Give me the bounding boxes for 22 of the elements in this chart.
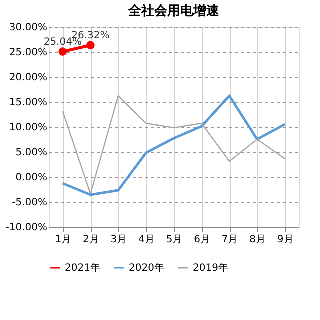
y-tick-label: 30.00%	[9, 22, 48, 34]
x-tick-label: 1月	[55, 234, 72, 246]
y-tick-label: 5.00%	[16, 148, 48, 158]
x-tick-label: 8月	[250, 234, 266, 246]
x-tick-label: 5月	[166, 234, 183, 246]
chart-title: 全社会用电增速	[128, 3, 220, 19]
y-tick-label: 0.00%	[16, 172, 48, 184]
legend-label: 2020年	[129, 262, 164, 274]
y-tick-label: 15.00%	[9, 98, 48, 108]
legend-label: 2019年	[193, 262, 228, 274]
x-tick-label: 7月	[222, 234, 238, 246]
y-tick-label: 20.00%	[9, 72, 48, 84]
x-tick-label: 4月	[138, 234, 155, 246]
x-tick-label: 6月	[194, 234, 210, 246]
y-tick-label: -10.00%	[6, 222, 48, 234]
y-tick-label: 25.00%	[9, 48, 48, 58]
x-tick-label: 3月	[110, 234, 128, 246]
x-tick-label: 9月	[277, 234, 294, 246]
legend-label: 2021年	[65, 262, 100, 274]
x-tick-label: 2月	[82, 234, 100, 246]
y-tick-label: -5.00%	[12, 198, 48, 208]
y-tick-label: 10.00%	[9, 122, 48, 134]
